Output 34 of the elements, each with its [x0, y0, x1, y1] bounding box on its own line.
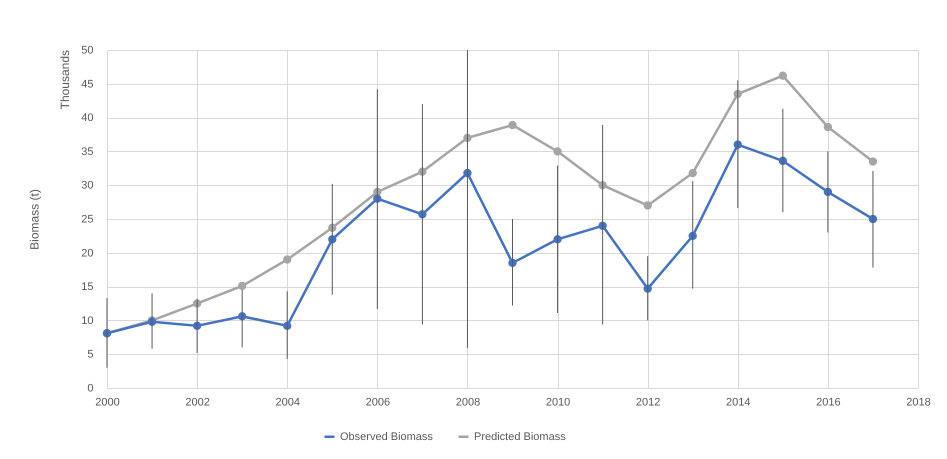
x-tick-label: 2008 [456, 396, 480, 408]
x-tick-label: 2016 [816, 396, 841, 408]
point [778, 72, 788, 80]
x-tick-label: 2000 [95, 396, 120, 408]
legend-label: Predicted Biomass [474, 430, 566, 443]
point [688, 168, 697, 178]
y-tick-label: 30 [81, 180, 94, 192]
y-tick-label: 20 [81, 247, 94, 260]
y-tick-label: 10 [81, 314, 94, 327]
point [238, 282, 246, 290]
x-tick-label: 2002 [185, 396, 210, 408]
x-tick-label: 2006 [366, 396, 390, 408]
x-tick-label: 2012 [636, 396, 660, 408]
y-tick-label: 50 [81, 44, 94, 56]
y-axis-title: Biomass (t) [27, 189, 42, 250]
legend-label: Observed Biomass [340, 430, 434, 443]
y-tick-label: 0 [87, 382, 94, 394]
point [643, 201, 652, 210]
x-tick-label: 2018 [906, 396, 931, 408]
y-tick-label: 35 [81, 146, 94, 158]
y-tick-label: 15 [81, 281, 94, 294]
y-tick-label: 40 [81, 112, 94, 124]
x-tick-label: 2004 [275, 396, 300, 408]
point [868, 157, 878, 166]
y-tick-label: 45 [81, 78, 94, 90]
point [824, 122, 832, 132]
y-tick-label: 5 [87, 348, 94, 361]
point [508, 120, 517, 130]
x-tick-label: 2014 [726, 396, 751, 408]
y-tick-label: 25 [81, 214, 94, 226]
point [283, 255, 292, 264]
x-tick-label: 2010 [546, 396, 570, 408]
point [553, 147, 562, 156]
text: Thousands [58, 50, 72, 110]
